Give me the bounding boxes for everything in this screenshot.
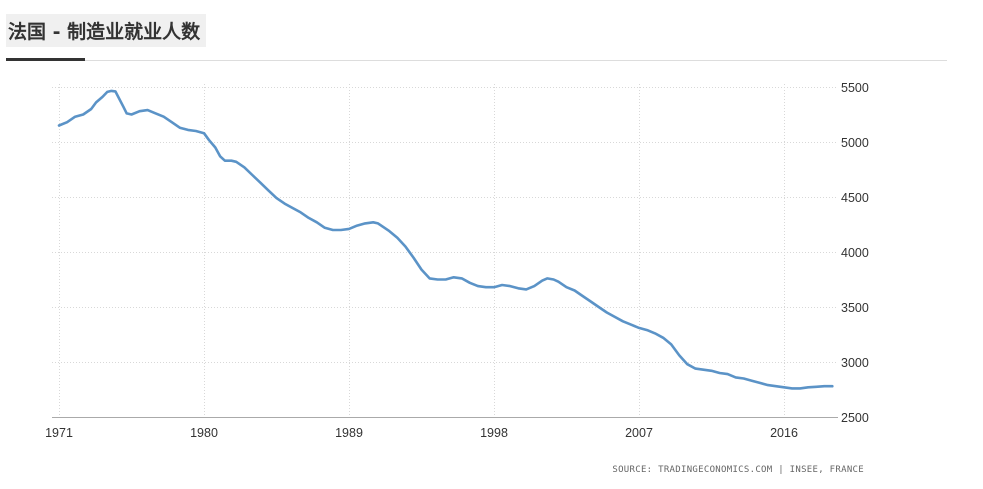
x-tick-label: 1980 <box>190 426 218 440</box>
series-line <box>57 89 834 390</box>
x-tick-label: 1998 <box>480 426 508 440</box>
page-title: 法国 - 制造业就业人数 <box>6 14 207 47</box>
y-tick-label: 5000 <box>841 136 869 150</box>
x-tick-label: 2007 <box>625 426 653 440</box>
y-tick-label: 2500 <box>841 411 869 425</box>
y-tick-label: 3000 <box>841 356 869 370</box>
y-tick-label: 3500 <box>841 301 869 315</box>
x-tick-label: 2016 <box>770 426 798 440</box>
title-underline <box>6 58 85 61</box>
x-tick-label: 1971 <box>45 426 73 440</box>
y-tick-label: 4000 <box>841 246 869 260</box>
y-tick-label: 5500 <box>841 81 869 95</box>
x-tick-label: 1989 <box>335 426 363 440</box>
title-divider <box>85 60 947 61</box>
y-tick-label: 4500 <box>841 191 869 205</box>
tick-labels: 1971 1980 1989 1998 2007 2016 5500 5000 … <box>45 81 869 440</box>
source-note: SOURCE: TRADINGECONOMICS.COM | INSEE, FR… <box>612 465 864 475</box>
chart-grid <box>52 84 838 417</box>
